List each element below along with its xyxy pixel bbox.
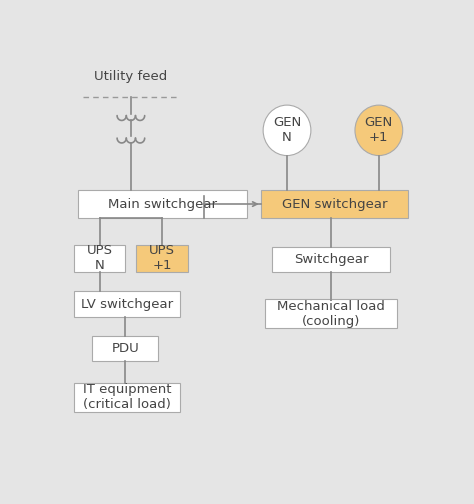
Text: IT equipment
(critical load): IT equipment (critical load) [83, 383, 172, 411]
FancyBboxPatch shape [74, 291, 181, 317]
Text: Switchgear: Switchgear [294, 253, 368, 266]
Text: LV switchgear: LV switchgear [81, 297, 173, 310]
Text: Main switchgear: Main switchgear [108, 198, 217, 211]
Text: UPS
+1: UPS +1 [149, 244, 175, 272]
FancyBboxPatch shape [265, 299, 397, 328]
FancyBboxPatch shape [78, 191, 246, 218]
FancyBboxPatch shape [74, 245, 125, 272]
Text: Utility feed: Utility feed [94, 70, 167, 83]
FancyBboxPatch shape [272, 247, 390, 272]
Text: GEN switchgear: GEN switchgear [282, 198, 388, 211]
Circle shape [263, 105, 311, 156]
Text: PDU: PDU [111, 342, 139, 355]
FancyBboxPatch shape [137, 245, 188, 272]
FancyBboxPatch shape [92, 336, 158, 361]
Text: GEN
+1: GEN +1 [365, 116, 393, 144]
Text: Mechanical load
(cooling): Mechanical load (cooling) [277, 300, 385, 328]
FancyBboxPatch shape [261, 191, 408, 218]
Circle shape [355, 105, 403, 156]
Text: UPS
N: UPS N [87, 244, 113, 272]
FancyBboxPatch shape [74, 383, 181, 412]
Text: GEN
N: GEN N [273, 116, 301, 144]
